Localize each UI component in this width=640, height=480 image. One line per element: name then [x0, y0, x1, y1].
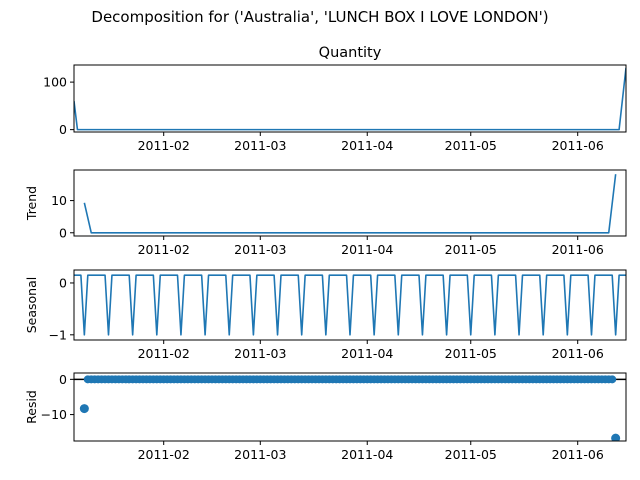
x-tick-label: 2011-02 — [138, 346, 190, 361]
y-tick-label: 100 — [43, 75, 67, 90]
x-tick-label: 2011-03 — [234, 346, 286, 361]
x-tick-label: 2011-05 — [445, 242, 497, 257]
panel-3: Seasonal 2011-02 2011-03 2011-04 2011-05 2011… — [24, 269, 627, 361]
axes-frame — [73, 64, 627, 133]
x-tick-label: 2011-06 — [552, 138, 604, 153]
y-tick-label: 10 — [51, 193, 67, 208]
y-tick-label: 0 — [59, 122, 67, 137]
panels-group: Quantity 2011-02 2011-03 2011-04 2011-05 2011… — [24, 45, 627, 462]
resid-outlier-point — [611, 433, 621, 441]
x-tick-label: 2011-02 — [138, 242, 190, 257]
x-tick-label: 2011-04 — [341, 138, 393, 153]
panel-2: Trend 2011-02 2011-03 2011-04 2011-05 2011-06… — [24, 169, 627, 257]
x-tick-label: 2011-02 — [138, 138, 190, 153]
x-tick-label: 2011-06 — [552, 242, 604, 257]
x-tick-label: 2011-03 — [234, 447, 286, 462]
x-tick-label: 2011-05 — [445, 138, 497, 153]
plot-area — [74, 375, 626, 441]
y-tick-label: −10 — [41, 407, 67, 422]
y-axis-label: Trend — [24, 186, 39, 221]
resid-point — [608, 375, 617, 384]
x-tick-label: 2011-04 — [341, 242, 393, 257]
x-tick-label: 2011-02 — [138, 447, 190, 462]
panel-1: Quantity 2011-02 2011-03 2011-04 2011-05 2011… — [43, 45, 627, 153]
x-tick-label: 2011-06 — [552, 447, 604, 462]
axes-frame — [73, 169, 627, 237]
y-axis-label: Resid — [24, 390, 39, 424]
y-tick-label: 0 — [59, 372, 67, 387]
plot-area — [74, 67, 626, 131]
series-line — [74, 67, 626, 131]
y-axis-label: Seasonal — [24, 277, 39, 334]
plot-area — [83, 174, 617, 234]
x-tick-label: 2011-03 — [234, 138, 286, 153]
x-tick-label: 2011-04 — [341, 447, 393, 462]
y-tick-label: 0 — [59, 275, 67, 290]
axes-frame — [73, 269, 627, 341]
x-tick-label: 2011-05 — [445, 447, 497, 462]
resid-outlier-point — [79, 404, 89, 414]
series-line — [83, 174, 617, 234]
panel-4: Resid 2011-02 2011-03 2011-04 2011-05 2011-06… — [24, 372, 627, 462]
figure-suptitle: Decomposition for ('Australia', 'LUNCH B… — [91, 8, 548, 26]
axes-frame — [73, 372, 627, 442]
y-tick-label: 0 — [59, 225, 67, 240]
series-line — [74, 274, 626, 336]
x-tick-label: 2011-05 — [445, 346, 497, 361]
x-tick-label: 2011-03 — [234, 242, 286, 257]
plot-area — [74, 274, 626, 336]
panel-title: Quantity — [319, 45, 382, 61]
x-tick-label: 2011-04 — [341, 346, 393, 361]
x-tick-label: 2011-06 — [552, 346, 604, 361]
y-tick-label: −1 — [49, 327, 67, 342]
